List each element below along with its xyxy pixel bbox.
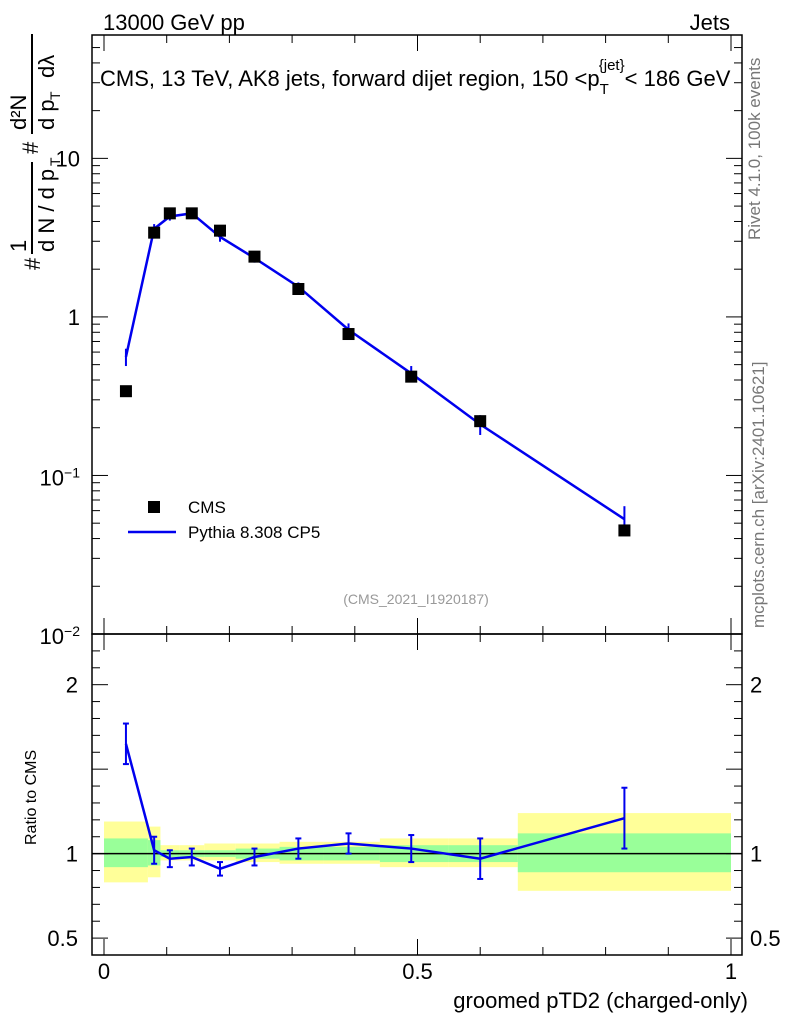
side-text-bottom: mcplots.cern.ch [arXiv:2401.10621] xyxy=(749,362,768,628)
plot-title-main: CMS, 13 TeV, AK8 jets, forward dijet reg… xyxy=(100,66,600,91)
legend-label-pythia: Pythia 8.308 CP5 xyxy=(188,523,320,542)
ratio-y-tick-label-0.5-right: 0.5 xyxy=(750,926,781,951)
side-text-top: Rivet 4.1.0, 100k events xyxy=(745,58,764,240)
y-label-hash-1: # xyxy=(20,257,45,270)
axis-ticks xyxy=(92,34,742,955)
y-label-numerator-1: 1 xyxy=(6,240,31,252)
cms-point-8 xyxy=(405,370,418,383)
ratio-uncertainty-bands xyxy=(92,813,742,891)
y-label-denominator-1-sub: T xyxy=(47,157,63,166)
y-label-denominator-1: d N / d p xyxy=(34,169,59,252)
plot-title-sub: T xyxy=(600,81,609,98)
cms-point-1 xyxy=(148,226,161,239)
ratio-y-tick-label-1-left: 1 xyxy=(66,842,78,867)
y-tick-label-10: 10 xyxy=(56,146,80,171)
pythia-line xyxy=(124,212,626,521)
cms-point-5 xyxy=(248,250,261,263)
cms-point-9 xyxy=(474,415,487,428)
ratio-y-tick-label-1-right: 1 xyxy=(750,842,762,867)
ratio-series xyxy=(122,722,628,880)
y-label-numerator-2: d²N xyxy=(6,95,31,130)
cms-point-7 xyxy=(342,328,355,341)
y-tick-label-0.1: 10−1 xyxy=(40,464,81,490)
header-right: Jets xyxy=(690,10,730,35)
legend-label-cms: CMS xyxy=(188,498,226,517)
x-tick-label-0: 0 xyxy=(98,959,110,984)
plot-title-tail: < 186 GeV xyxy=(625,66,731,91)
y-label-denominator-2-sub: T xyxy=(47,91,63,100)
header-left: 13000 GeV pp xyxy=(103,10,245,35)
y-label-hash-2: # xyxy=(18,141,43,154)
main-series xyxy=(119,207,631,537)
axis-tick-labels: 10 1 10−1 10−2 2 1 0.5 2 1 0.5 0 0.5 1 xyxy=(40,146,781,984)
band-stat-0 xyxy=(104,838,148,868)
cms-point-0 xyxy=(119,385,132,398)
ratio-axes-frame xyxy=(91,633,743,956)
cms-point-2 xyxy=(163,207,176,220)
ratio-y-tick-label-2-right: 2 xyxy=(750,673,762,698)
x-tick-label-1: 1 xyxy=(725,959,737,984)
legend: CMS Pythia 8.308 CP5 xyxy=(128,498,320,542)
y-label-denominator-2-lambda: dλ xyxy=(34,55,59,78)
cms-point-4 xyxy=(213,224,226,237)
y-axis-label-main: # 1 d N / d p T # d²N d p T dλ xyxy=(6,34,63,270)
cms-point-6 xyxy=(292,282,305,295)
y-tick-label-1: 1 xyxy=(68,305,80,330)
y-tick-label-0.01: 10−2 xyxy=(40,623,81,649)
x-axis-label: groomed pTD2 (charged-only) xyxy=(453,988,748,1013)
y-axis-label-ratio: Ratio to CMS xyxy=(23,750,40,845)
watermark: (CMS_2021_I1920187) xyxy=(343,591,489,607)
cms-point-10 xyxy=(618,524,631,537)
y-label-denominator-2: d p xyxy=(34,99,59,130)
main-axes-frame xyxy=(91,34,743,635)
plot-title-sup: {jet} xyxy=(599,57,625,74)
legend-marker-cms xyxy=(148,501,160,513)
ratio-y-tick-label-0.5-left: 0.5 xyxy=(47,926,78,951)
ratio-y-tick-label-2-left: 2 xyxy=(66,673,78,698)
plot-title: CMS, 13 TeV, AK8 jets, forward dijet reg… xyxy=(100,57,731,98)
x-tick-label-0.5: 0.5 xyxy=(402,959,433,984)
cms-point-3 xyxy=(185,207,198,220)
